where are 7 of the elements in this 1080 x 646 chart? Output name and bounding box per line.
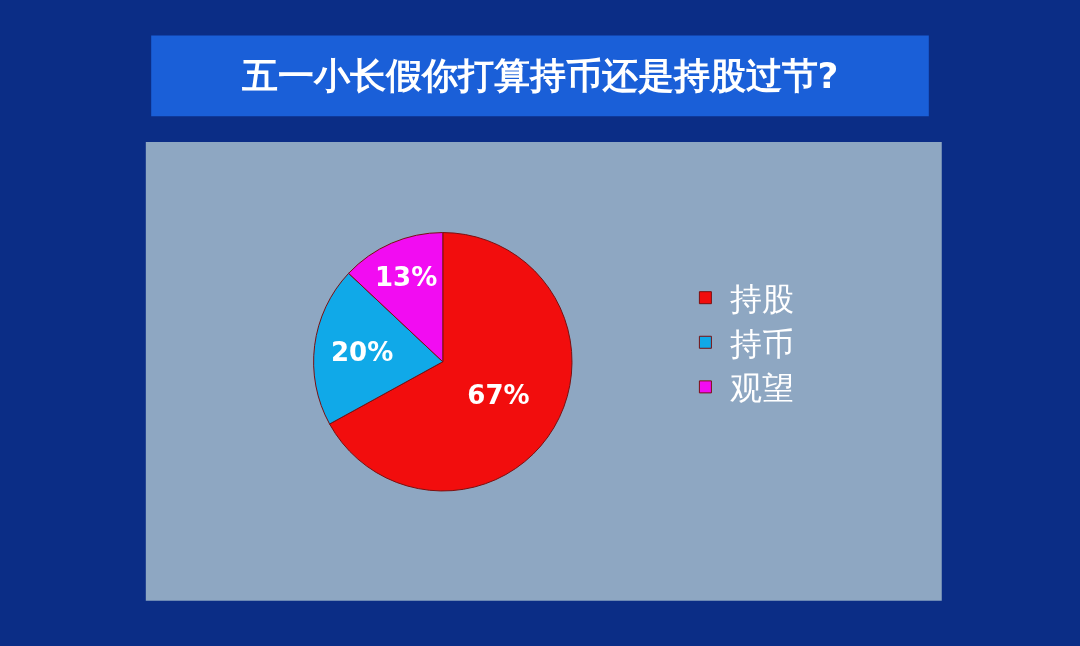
data-label: 13%	[374, 261, 438, 292]
data-label: 67%	[467, 379, 530, 410]
chart-title: 五一小长假你打算持币还是持股过节?	[241, 55, 839, 97]
data-label: 20%	[330, 336, 394, 367]
legend-label: 持股	[730, 280, 795, 319]
legend-label: 观望	[730, 369, 795, 408]
legend-label: 持币	[730, 324, 795, 363]
